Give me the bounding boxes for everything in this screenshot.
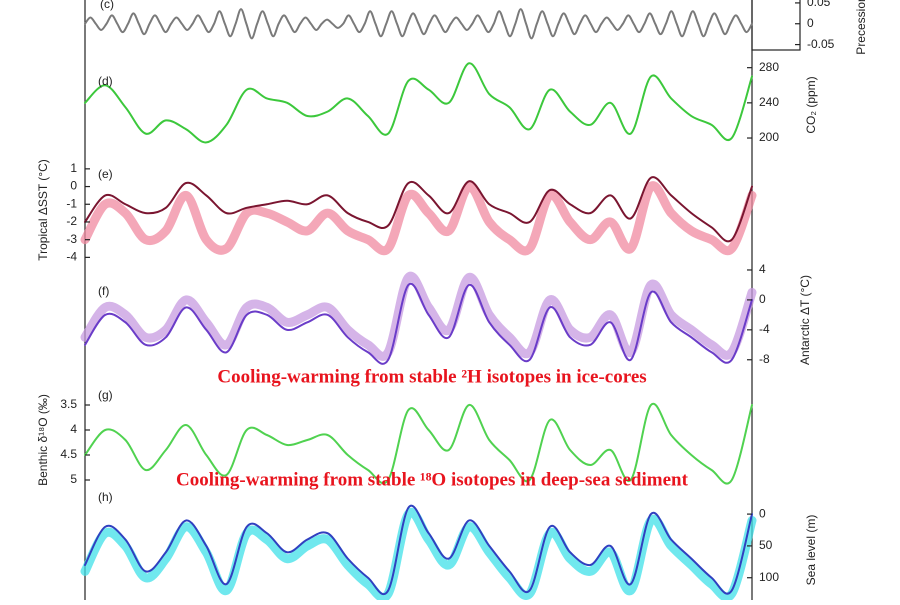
y-axis-label: Antarctic ΔT (°C) bbox=[798, 275, 812, 365]
series-line bbox=[84, 176, 753, 243]
y-tick-label: 1 bbox=[70, 161, 77, 175]
y-tick-label: -4 bbox=[759, 322, 770, 336]
series-line bbox=[84, 402, 753, 485]
panel-label: (g) bbox=[98, 388, 113, 402]
series-line bbox=[84, 8, 753, 40]
series-band bbox=[80, 507, 757, 603]
y-tick-label: -2 bbox=[66, 214, 77, 228]
y-tick-label: 0.05 bbox=[807, 0, 831, 9]
y-tick-label: 200 bbox=[759, 130, 779, 144]
panel: 3.5 4 4.5 5 (g) Benthic δ¹⁸O (‰) Cooling-warmi… bbox=[36, 388, 753, 490]
y-axis-label: Tropical ΔSST (°C) bbox=[36, 159, 50, 261]
annotation: Cooling-warming from stable ¹⁸O isotopes… bbox=[176, 469, 689, 490]
y-tick-label: 0 bbox=[807, 16, 814, 30]
y-tick-label: -0.05 bbox=[807, 37, 835, 51]
y-tick-label: -3 bbox=[66, 232, 77, 246]
y-tick-label: -1 bbox=[66, 196, 77, 210]
panel-label: (e) bbox=[98, 167, 113, 181]
y-axis-label: CO₂ (ppm) bbox=[804, 76, 818, 133]
series-line bbox=[84, 504, 753, 596]
y-tick-label: 0 bbox=[70, 179, 77, 193]
y-tick-label: 4 bbox=[70, 422, 77, 436]
y-tick-label: 4 bbox=[759, 262, 766, 276]
series-line bbox=[84, 62, 753, 144]
series-band bbox=[80, 271, 757, 361]
y-tick-label: 0 bbox=[759, 292, 766, 306]
y-axis-label: Benthic δ¹⁸O (‰) bbox=[36, 394, 50, 486]
panel: 1 0 -1 -2 -3 -4 (e) Tropical ΔSST (°C) bbox=[36, 159, 757, 264]
y-axis-label: Precession bbox=[854, 0, 868, 55]
panel: 0.05 0 -0.05 (c) Precession bbox=[84, 0, 868, 55]
panel-label: (h) bbox=[98, 490, 113, 504]
panel: 4 0 -4 -8 (f) Antarctic ΔT (°C) Cooling-warmin… bbox=[80, 262, 812, 387]
precession-axis-box bbox=[751, 0, 801, 51]
panel: 280 240 200 (d) CO₂ (ppm) bbox=[84, 60, 818, 144]
y-axis-label: Sea level (m) bbox=[804, 515, 818, 586]
panel-label: (f) bbox=[98, 284, 109, 298]
series-band bbox=[80, 181, 757, 256]
y-tick-label: 0 bbox=[759, 506, 766, 520]
y-tick-label: 5 bbox=[70, 472, 77, 486]
y-tick-label: -4 bbox=[66, 250, 77, 264]
y-tick-label: 280 bbox=[759, 60, 779, 74]
series-line bbox=[84, 282, 753, 365]
panel-label: (d) bbox=[98, 74, 113, 88]
y-tick-label: 240 bbox=[759, 95, 779, 109]
y-tick-label: 4.5 bbox=[60, 447, 77, 461]
panel-label: (c) bbox=[100, 0, 114, 11]
y-tick-label: 50 bbox=[759, 538, 773, 552]
annotation: Cooling-warming from stable ²H isotopes … bbox=[217, 366, 646, 387]
panel: 0 50 100 (h) Sea level (m) bbox=[80, 490, 818, 603]
y-tick-label: 3.5 bbox=[60, 397, 77, 411]
y-tick-label: 100 bbox=[759, 570, 779, 584]
y-tick-label: -8 bbox=[759, 352, 770, 366]
